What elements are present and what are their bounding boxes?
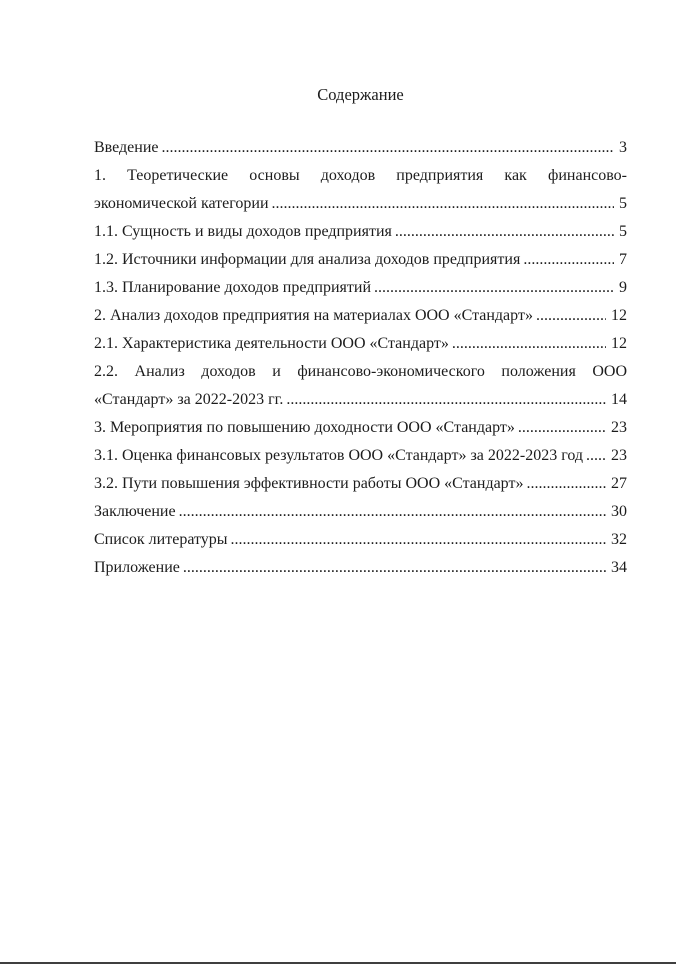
dot-leader: ........................................… — [178, 503, 606, 520]
dot-leader: ........................................… — [451, 335, 606, 352]
toc-entry[interactable]: 1.3. Планирование доходов предприятий ..… — [94, 274, 627, 302]
dot-leader: ........................................… — [394, 223, 614, 240]
toc-entry[interactable]: 3. Мероприятия по повышению доходности О… — [94, 414, 627, 442]
toc-entry[interactable]: Заключение .............................… — [94, 498, 627, 526]
toc-entry[interactable]: 2. Анализ доходов предприятия на материа… — [94, 302, 627, 330]
dot-leader: ........................................… — [182, 559, 606, 576]
toc-entry-text: Приложение — [94, 559, 180, 576]
toc-entry-text: Введение — [94, 139, 159, 156]
toc-entry[interactable]: 1. Теоретические основы доходов предприя… — [94, 162, 627, 218]
toc-page-number: 7 — [619, 251, 627, 268]
dot-leader: ........................................… — [517, 419, 606, 436]
toc-page-number: 23 — [611, 419, 627, 436]
toc-entry[interactable]: Список литературы ......................… — [94, 526, 627, 554]
toc-entry-text: 3.1. Оценка финансовых результатов ООО «… — [94, 447, 584, 464]
toc-entry-text: 2.1. Характеристика деятельности ООО «Ст… — [94, 335, 449, 352]
toc-entry[interactable]: 3.1. Оценка финансовых результатов ООО «… — [94, 442, 627, 470]
dot-leader: ........................................… — [526, 475, 606, 492]
toc-page-number: 14 — [611, 391, 627, 408]
toc-page-number: 23 — [611, 447, 627, 464]
toc-entry-text: экономической категории — [94, 195, 269, 212]
toc-page-number: 30 — [611, 503, 627, 520]
dot-leader: ........................................… — [586, 447, 606, 464]
dot-leader: ........................................… — [161, 139, 615, 156]
page-bottom-edge — [0, 961, 676, 964]
toc-entry-text: 3. Мероприятия по повышению доходности О… — [94, 419, 515, 436]
toc-entry-text: Заключение — [94, 503, 176, 520]
toc-entry[interactable]: 3.2. Пути повышения эффективности работы… — [94, 470, 627, 498]
toc-entry-text: 1. Теоретические основы доходов предприя… — [94, 167, 627, 184]
toc-entry[interactable]: 2.1. Характеристика деятельности ООО «Ст… — [94, 330, 627, 358]
dot-leader: ........................................… — [535, 307, 606, 324]
toc-entry-text: 2.2. Анализ доходов и финансово-экономич… — [94, 363, 627, 380]
toc-entry[interactable]: 2.2. Анализ доходов и финансово-экономич… — [94, 358, 627, 414]
toc-page-number: 27 — [611, 475, 627, 492]
toc-page-number: 5 — [619, 195, 627, 212]
toc-page-number: 9 — [619, 279, 627, 296]
toc-page-number: 12 — [611, 335, 627, 352]
toc-entry-text: 1.2. Источники информации для анализа до… — [94, 251, 521, 268]
toc-entry-text: 2. Анализ доходов предприятия на материа… — [94, 307, 533, 324]
dot-leader: ........................................… — [286, 391, 606, 408]
dot-leader: ........................................… — [230, 531, 606, 548]
dot-leader: ........................................… — [523, 251, 614, 268]
toc-entry[interactable]: Приложение .............................… — [94, 554, 627, 582]
dot-leader: ........................................… — [374, 279, 614, 296]
toc-page-number: 3 — [619, 139, 627, 156]
toc-entry-text: 1.1. Сущность и виды доходов предприятия — [94, 223, 392, 240]
toc-entry[interactable]: Введение ...............................… — [94, 134, 627, 162]
toc-page-number: 32 — [611, 531, 627, 548]
toc-entry[interactable]: 1.1. Сущность и виды доходов предприятия… — [94, 218, 627, 246]
toc-entry-text: «Стандарт» за 2022-2023 гг. — [94, 391, 284, 408]
toc-entry-text: 1.3. Планирование доходов предприятий — [94, 279, 371, 296]
toc-entry-text: 3.2. Пути повышения эффективности работы… — [94, 475, 524, 492]
toc-entry-text: Список литературы — [94, 531, 228, 548]
toc-page-number: 34 — [611, 559, 627, 576]
page-title: Содержание — [317, 85, 404, 104]
table-of-contents: Введение ...............................… — [94, 134, 627, 582]
toc-page-number: 5 — [619, 223, 627, 240]
toc-entry[interactable]: 1.2. Источники информации для анализа до… — [94, 246, 627, 274]
toc-page-number: 12 — [611, 307, 627, 324]
dot-leader: ........................................… — [271, 195, 614, 212]
